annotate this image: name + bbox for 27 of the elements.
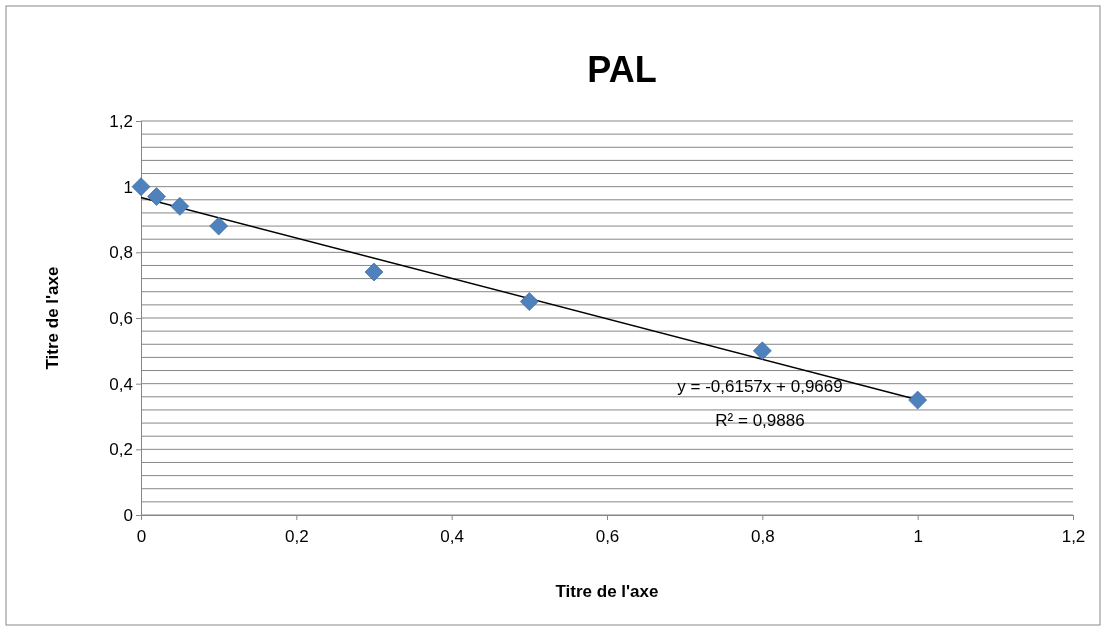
point — [752, 341, 772, 361]
point — [131, 177, 151, 197]
x-tick-label: 0,8 — [751, 526, 775, 546]
point — [147, 187, 166, 206]
y-tick-label: 0,4 — [109, 374, 133, 394]
x-tick-label: 1 — [913, 526, 923, 546]
y-tick-label: 0,2 — [109, 440, 133, 460]
x-tick-label: 0,2 — [285, 526, 309, 546]
x-axis-title: Titre de l'axe — [555, 582, 659, 601]
point — [170, 197, 190, 216]
y-axis-title: Titre de l'axe — [43, 266, 62, 370]
x-tick-label: 0,4 — [440, 526, 464, 546]
point — [519, 292, 539, 311]
y-tick-label: 0 — [123, 505, 133, 525]
annotation: R² = 0,9886 — [715, 411, 805, 430]
y-tick-label: 1 — [123, 177, 133, 197]
annotation: y = -0,6157x + 0,9669 — [677, 377, 843, 396]
y-tick-label: 1,2 — [109, 111, 133, 131]
chart-title: PAL — [587, 49, 657, 90]
y-tick-label: 0,8 — [109, 243, 133, 263]
point — [908, 390, 928, 410]
x-tick-label: 0 — [136, 526, 147, 546]
x-tick-label: 1,2 — [1061, 526, 1086, 546]
point — [364, 262, 384, 282]
x-tick-label: 0,6 — [595, 526, 620, 546]
point — [209, 216, 229, 236]
y-tick-label: 0,6 — [109, 308, 133, 328]
